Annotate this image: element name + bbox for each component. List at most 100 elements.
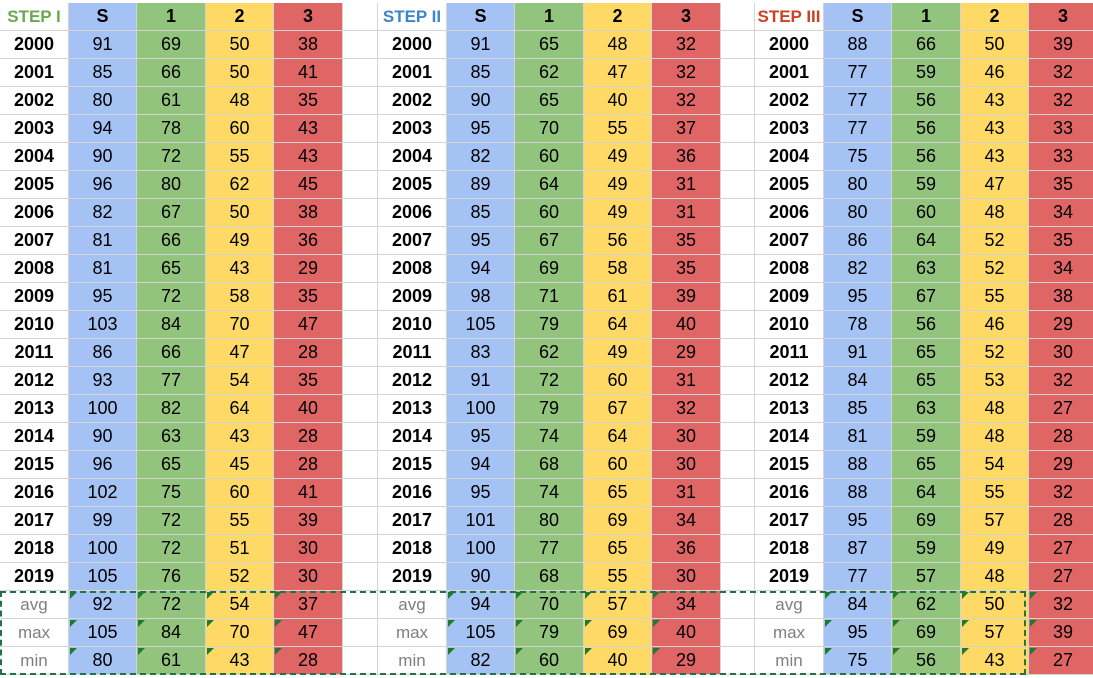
column-header-cell[interactable]: S [824,3,892,31]
data-cell[interactable]: 48 [206,87,274,115]
column-header-cell[interactable]: 3 [1029,3,1093,31]
year-label-cell[interactable]: 2003 [378,115,447,143]
data-cell[interactable]: 40 [584,87,652,115]
data-cell[interactable]: 59 [892,59,961,87]
empty-cell[interactable] [721,115,755,143]
stat-value-cell[interactable]: 79 [515,619,584,647]
stat-value-cell[interactable]: 29 [652,647,721,675]
data-cell[interactable]: 49 [584,339,652,367]
data-cell[interactable]: 69 [515,255,584,283]
data-cell[interactable]: 90 [447,563,515,591]
empty-cell[interactable] [343,339,378,367]
year-label-cell[interactable]: 2000 [755,31,824,59]
data-cell[interactable]: 50 [206,31,274,59]
data-cell[interactable]: 95 [447,227,515,255]
data-cell[interactable]: 27 [1029,563,1093,591]
data-cell[interactable]: 66 [137,227,206,255]
year-label-cell[interactable]: 2014 [0,423,69,451]
column-header-cell[interactable]: 1 [137,3,206,31]
data-cell[interactable]: 65 [515,87,584,115]
empty-cell[interactable] [343,367,378,395]
year-label-cell[interactable]: 2013 [755,395,824,423]
data-cell[interactable]: 69 [584,507,652,535]
stat-value-cell[interactable]: 43 [961,647,1029,675]
stat-value-cell[interactable]: 72 [137,591,206,619]
column-header-cell[interactable]: 2 [961,3,1029,31]
year-label-cell[interactable]: 2009 [755,283,824,311]
year-label-cell[interactable]: 2006 [755,199,824,227]
stat-label-cell[interactable]: avg [755,591,824,619]
data-cell[interactable]: 52 [961,227,1029,255]
data-cell[interactable]: 82 [824,255,892,283]
year-label-cell[interactable]: 2003 [0,115,69,143]
stat-value-cell[interactable]: 37 [274,591,343,619]
stat-value-cell[interactable]: 105 [447,619,515,647]
data-cell[interactable]: 87 [824,535,892,563]
data-cell[interactable]: 67 [892,283,961,311]
stat-value-cell[interactable]: 92 [69,591,137,619]
data-cell[interactable]: 80 [515,507,584,535]
data-cell[interactable]: 86 [824,227,892,255]
empty-cell[interactable] [343,3,378,31]
empty-cell[interactable] [343,59,378,87]
data-cell[interactable]: 88 [824,31,892,59]
empty-cell[interactable] [721,3,755,31]
empty-cell[interactable] [721,59,755,87]
step-title-cell[interactable]: STEP II [378,3,447,31]
stat-value-cell[interactable]: 80 [69,647,137,675]
data-cell[interactable]: 63 [137,423,206,451]
data-cell[interactable]: 51 [206,535,274,563]
data-cell[interactable]: 62 [515,339,584,367]
data-cell[interactable]: 65 [137,451,206,479]
data-cell[interactable]: 60 [515,199,584,227]
data-cell[interactable]: 65 [892,367,961,395]
data-cell[interactable]: 105 [447,311,515,339]
empty-cell[interactable] [343,395,378,423]
year-label-cell[interactable]: 2019 [0,563,69,591]
data-cell[interactable]: 35 [274,367,343,395]
stat-value-cell[interactable]: 94 [447,591,515,619]
data-cell[interactable]: 66 [137,59,206,87]
year-label-cell[interactable]: 2011 [755,339,824,367]
year-label-cell[interactable]: 2014 [755,423,824,451]
data-cell[interactable]: 32 [1029,479,1093,507]
data-cell[interactable]: 98 [447,283,515,311]
data-cell[interactable]: 71 [515,283,584,311]
data-cell[interactable]: 77 [137,367,206,395]
empty-cell[interactable] [343,647,378,675]
data-cell[interactable]: 66 [892,31,961,59]
stat-value-cell[interactable]: 84 [137,619,206,647]
data-cell[interactable]: 35 [274,283,343,311]
data-cell[interactable]: 36 [652,143,721,171]
data-cell[interactable]: 28 [1029,423,1093,451]
data-cell[interactable]: 77 [824,563,892,591]
data-cell[interactable]: 65 [584,535,652,563]
data-cell[interactable]: 32 [1029,367,1093,395]
data-cell[interactable]: 88 [824,451,892,479]
data-cell[interactable]: 82 [137,395,206,423]
data-cell[interactable]: 69 [892,507,961,535]
data-cell[interactable]: 94 [69,115,137,143]
data-cell[interactable]: 52 [961,339,1029,367]
data-cell[interactable]: 56 [892,87,961,115]
data-cell[interactable]: 45 [274,171,343,199]
data-cell[interactable]: 38 [274,31,343,59]
year-label-cell[interactable]: 2004 [755,143,824,171]
data-cell[interactable]: 61 [137,87,206,115]
data-cell[interactable]: 35 [274,87,343,115]
empty-cell[interactable] [721,451,755,479]
data-cell[interactable]: 63 [892,255,961,283]
stat-value-cell[interactable]: 60 [515,647,584,675]
year-label-cell[interactable]: 2015 [378,451,447,479]
data-cell[interactable]: 62 [206,171,274,199]
data-cell[interactable]: 82 [69,199,137,227]
data-cell[interactable]: 60 [515,143,584,171]
empty-cell[interactable] [343,311,378,339]
empty-cell[interactable] [343,227,378,255]
data-cell[interactable]: 67 [137,199,206,227]
data-cell[interactable]: 95 [824,283,892,311]
stat-value-cell[interactable]: 34 [652,591,721,619]
year-label-cell[interactable]: 2018 [0,535,69,563]
data-cell[interactable]: 49 [961,535,1029,563]
stat-label-cell[interactable]: max [755,619,824,647]
